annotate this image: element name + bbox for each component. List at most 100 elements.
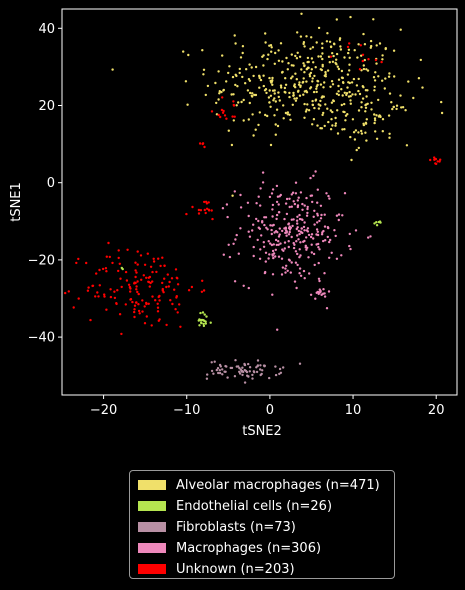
- data-point: [157, 257, 160, 260]
- data-point: [281, 60, 284, 63]
- data-point: [216, 367, 220, 370]
- data-point: [360, 101, 363, 104]
- data-point: [261, 171, 265, 174]
- data-point: [355, 148, 358, 152]
- data-point: [221, 368, 224, 371]
- data-point: [233, 115, 236, 118]
- legend-swatch: [138, 480, 166, 490]
- data-point: [373, 222, 376, 225]
- data-point: [439, 158, 442, 161]
- data-point: [262, 64, 265, 67]
- data-point: [147, 302, 150, 305]
- data-point: [284, 227, 288, 230]
- data-point: [119, 277, 122, 280]
- data-point: [253, 93, 256, 97]
- data-point: [306, 211, 309, 215]
- data-point: [349, 99, 352, 102]
- data-point: [291, 75, 294, 78]
- data-point: [264, 32, 267, 35]
- data-point: [353, 49, 356, 52]
- data-point: [306, 227, 310, 230]
- data-point: [395, 104, 399, 107]
- data-point: [252, 74, 255, 78]
- data-point: [251, 113, 254, 116]
- data-point: [354, 229, 358, 232]
- data-point: [240, 100, 243, 104]
- data-point: [381, 58, 384, 61]
- data-point: [337, 93, 340, 97]
- data-point: [361, 97, 365, 100]
- data-point: [234, 83, 237, 87]
- data-point: [205, 377, 209, 380]
- data-point: [306, 207, 309, 211]
- data-point: [234, 42, 237, 45]
- data-point: [306, 56, 310, 60]
- data-point: [324, 103, 327, 106]
- data-point: [238, 71, 241, 75]
- data-point: [225, 117, 228, 120]
- data-point: [334, 122, 338, 125]
- data-point: [322, 288, 325, 291]
- data-point: [322, 86, 325, 89]
- data-point: [247, 362, 250, 366]
- data-point: [168, 280, 171, 284]
- legend-item: Macrophages (n=306): [138, 540, 321, 556]
- data-point: [202, 68, 206, 72]
- data-point: [297, 229, 300, 233]
- data-point: [269, 79, 272, 83]
- data-point: [161, 256, 164, 259]
- data-point: [364, 89, 368, 92]
- data-point: [269, 94, 273, 98]
- data-point: [133, 281, 136, 284]
- axes-frame: [61, 8, 458, 396]
- data-point: [249, 91, 252, 95]
- data-point: [361, 85, 364, 88]
- data-point: [266, 57, 269, 61]
- data-point: [292, 241, 295, 245]
- data-point: [246, 89, 250, 92]
- data-point: [262, 74, 265, 77]
- data-point: [265, 226, 268, 229]
- data-point: [259, 78, 263, 82]
- data-point: [343, 110, 346, 114]
- data-point: [282, 366, 285, 369]
- data-point: [264, 260, 267, 263]
- data-point: [223, 370, 226, 373]
- data-point: [312, 237, 315, 240]
- data-point: [247, 118, 250, 121]
- data-point: [221, 54, 224, 57]
- data-point: [317, 292, 320, 296]
- data-point: [226, 215, 229, 219]
- data-point: [357, 131, 360, 134]
- data-point: [103, 293, 106, 296]
- data-point: [339, 45, 342, 48]
- data-point: [197, 208, 201, 212]
- data-point: [159, 264, 162, 268]
- data-point: [277, 91, 280, 94]
- data-point: [274, 100, 277, 103]
- data-point: [113, 296, 117, 300]
- data-point: [315, 41, 318, 44]
- data-point: [310, 57, 314, 60]
- data-point: [165, 323, 168, 327]
- data-point: [191, 205, 194, 209]
- data-point: [254, 128, 257, 131]
- data-point: [390, 101, 393, 104]
- data-point: [312, 174, 315, 177]
- data-point: [251, 95, 254, 98]
- data-point: [317, 242, 320, 246]
- data-point: [101, 267, 105, 271]
- data-point: [340, 254, 343, 257]
- y-tick-label: 0: [47, 176, 55, 191]
- data-point: [301, 202, 304, 206]
- data-point: [198, 142, 202, 145]
- data-point: [317, 261, 320, 265]
- data-point: [219, 365, 222, 368]
- data-point: [273, 62, 276, 65]
- data-point: [302, 269, 306, 273]
- data-point: [374, 130, 377, 133]
- data-point: [145, 315, 148, 318]
- data-point: [227, 71, 230, 75]
- data-point: [137, 292, 140, 296]
- data-point: [407, 80, 410, 83]
